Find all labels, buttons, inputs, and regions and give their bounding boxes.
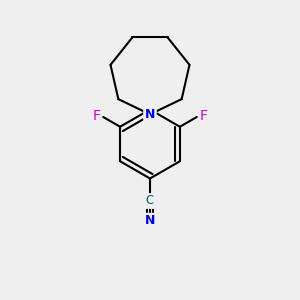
Text: F: F bbox=[93, 109, 101, 122]
Text: N: N bbox=[145, 214, 155, 227]
Text: F: F bbox=[200, 109, 207, 122]
Text: N: N bbox=[145, 108, 155, 121]
Text: C: C bbox=[146, 194, 154, 208]
